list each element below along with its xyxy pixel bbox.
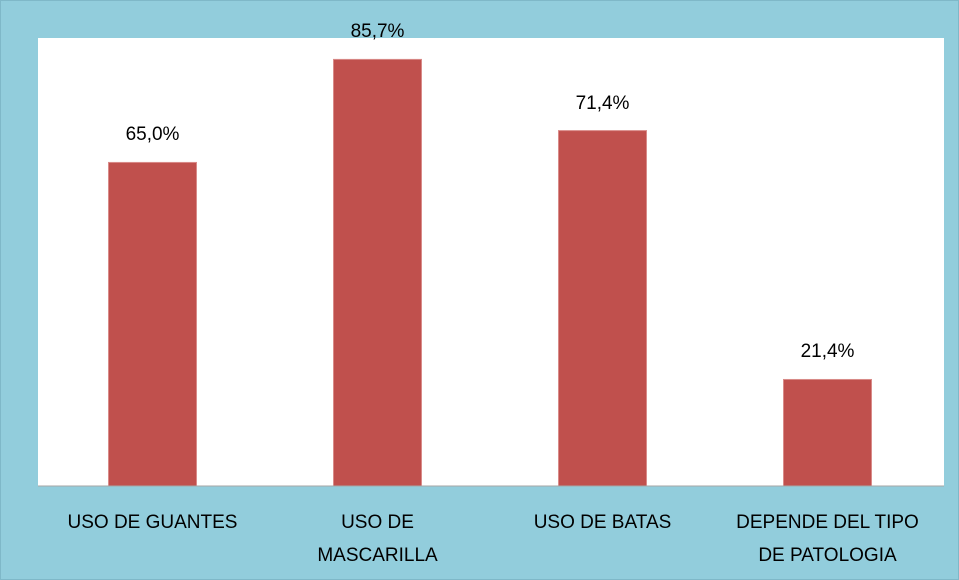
bar (558, 130, 647, 487)
data-label: 21,4% (800, 341, 855, 363)
data-label: 85,7% (350, 21, 405, 43)
x-tick-label: USO DE MASCARILLA (317, 512, 438, 566)
x-tick-label: USO DE GUANTES (67, 512, 238, 533)
data-label: 71,4% (575, 92, 630, 114)
bar (108, 161, 197, 487)
bar (783, 378, 872, 487)
x-tick-label: DEPENDE DEL TIPO DE PATOLOGIA (736, 512, 919, 566)
x-tick-label: USO DE BATAS (533, 512, 672, 533)
data-label: 65,0% (125, 124, 180, 146)
bar (333, 58, 422, 487)
